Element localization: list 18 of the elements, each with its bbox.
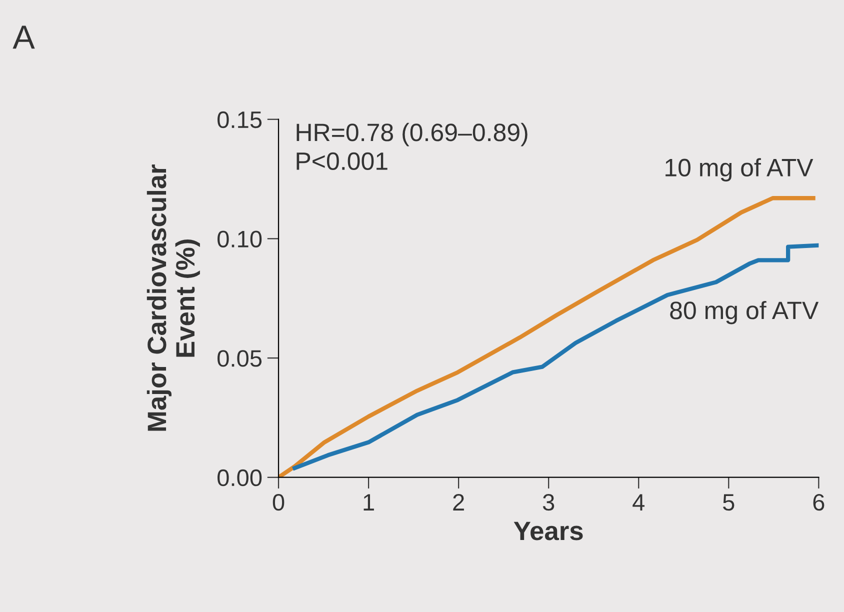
y-axis-title: Major Cardiovascular Event (%) <box>146 164 200 431</box>
x-tick-label: 1 <box>364 494 374 510</box>
x-tick-label: 6 <box>813 494 824 511</box>
y-tick-label: 0.00 <box>218 469 262 486</box>
x-tick-label: 4 <box>632 494 644 510</box>
series-label: 80 mg of ATV <box>670 300 819 324</box>
y-tick-label: 0.05 <box>218 350 262 367</box>
y-tick-label: 0.10 <box>218 230 262 248</box>
text: A <box>12 26 35 49</box>
y-tick-label: 0.15 <box>218 111 262 128</box>
x-tick-label: 5 <box>723 494 734 511</box>
x-tick-label: 0 <box>272 494 284 511</box>
line-series <box>292 243 819 470</box>
x-axis-title: Years <box>514 522 583 540</box>
x-tick-label: 2 <box>453 494 464 510</box>
annotation: HR=0.78 (0.69–0.89) P<0.001 <box>296 122 528 170</box>
series-label: 10 mg of ATV <box>666 158 814 182</box>
x-tick-label: 3 <box>542 494 554 511</box>
